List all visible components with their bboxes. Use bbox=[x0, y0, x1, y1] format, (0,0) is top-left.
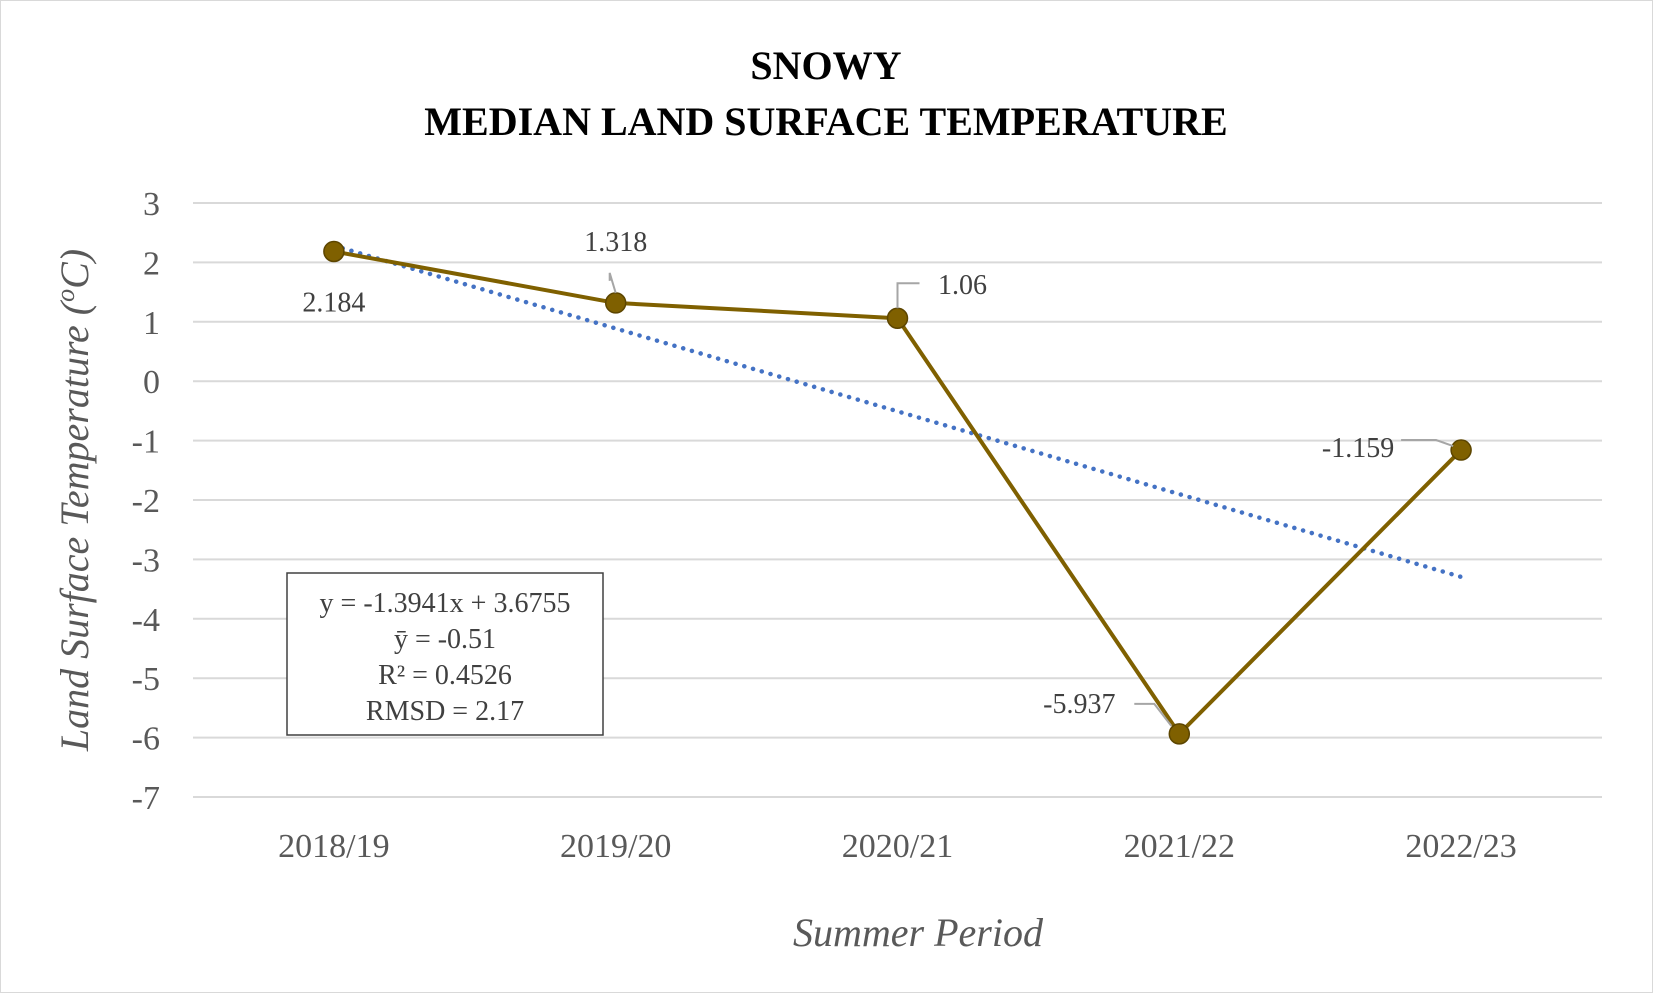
chart-title-line-2: MEDIAN LAND SURFACE TEMPERATURE bbox=[424, 99, 1227, 144]
x-tick-label: 2020/21 bbox=[842, 828, 953, 865]
data-label-leader bbox=[1401, 439, 1454, 447]
data-label-leader bbox=[896, 282, 920, 309]
stats-box: y = -1.3941x + 3.6755 ȳ = -0.51 R² = 0.4… bbox=[286, 572, 604, 736]
x-tick-label: 2022/23 bbox=[1405, 828, 1516, 865]
data-point bbox=[1450, 439, 1472, 461]
x-axis-ticks: 2018/19 2019/20 2020/21 2021/22 2022/23 bbox=[278, 828, 1517, 865]
data-label: -5.937 bbox=[1043, 689, 1115, 720]
x-tick-label: 2019/20 bbox=[560, 828, 671, 865]
stats-rmsd: RMSD = 2.17 bbox=[366, 696, 524, 727]
data-label: 2.184 bbox=[302, 287, 365, 318]
stats-mean: ȳ = -0.51 bbox=[394, 624, 496, 655]
data-label: 1.318 bbox=[584, 227, 647, 258]
data-point bbox=[323, 240, 345, 263]
data-label: -1.159 bbox=[1322, 433, 1394, 464]
y-tick-label: 3 bbox=[143, 186, 160, 223]
data-label-leader bbox=[1134, 702, 1173, 727]
y-tick-label: -4 bbox=[132, 602, 160, 639]
stats-r-squared: R² = 0.4526 bbox=[378, 660, 512, 691]
y-axis-title-unit: C) bbox=[52, 249, 97, 289]
y-axis-title-degree: o bbox=[51, 289, 80, 302]
x-tick-label: 2018/19 bbox=[278, 828, 389, 865]
data-point bbox=[604, 292, 627, 314]
y-axis-title-text: Land Surface Temperature ( bbox=[52, 299, 97, 752]
y-tick-label: -5 bbox=[132, 661, 160, 698]
y-axis-ticks: 3 2 1 0 -1 -2 -3 -4 -5 -6 -7 bbox=[132, 186, 160, 817]
y-tick-label: 0 bbox=[143, 364, 160, 401]
y-tick-label: -3 bbox=[132, 542, 160, 579]
y-tick-label: -1 bbox=[132, 424, 160, 461]
y-axis-title: Land Surface Temperature (oC) bbox=[51, 249, 97, 752]
stats-equation: y = -1.3941x + 3.6755 bbox=[320, 588, 571, 619]
y-tick-label: -6 bbox=[132, 721, 160, 758]
y-tick-label: 2 bbox=[143, 245, 160, 282]
data-point bbox=[886, 307, 909, 329]
chart-title-line-1: SNOWY bbox=[750, 43, 901, 88]
y-tick-label: -2 bbox=[132, 483, 160, 520]
data-label-leader bbox=[608, 272, 617, 294]
x-axis-title: Summer Period bbox=[793, 910, 1044, 955]
data-labels: 2.184 1.318 1.06 -5.937 -1.159 bbox=[302, 227, 1454, 727]
data-point bbox=[1168, 723, 1191, 745]
x-tick-label: 2021/22 bbox=[1124, 828, 1235, 865]
series-line bbox=[323, 240, 1472, 745]
data-label: 1.06 bbox=[938, 270, 987, 301]
y-tick-label: 1 bbox=[143, 305, 160, 342]
y-tick-label: -7 bbox=[132, 780, 160, 817]
stats-box-border bbox=[286, 572, 604, 736]
